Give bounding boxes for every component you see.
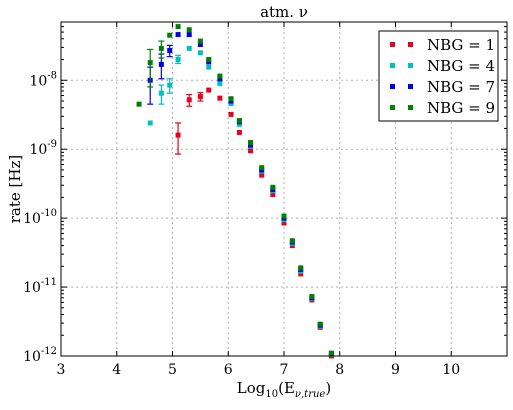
- x-tick-label: 3: [57, 362, 66, 378]
- data-point: [186, 97, 192, 103]
- data-point: [175, 57, 181, 63]
- legend-label: NBG = 1: [427, 36, 495, 54]
- legend-marker: [408, 63, 413, 68]
- data-point: [228, 96, 234, 102]
- data-point: [206, 57, 212, 63]
- data-point: [175, 32, 181, 38]
- data-point: [298, 265, 304, 271]
- series-2: [147, 45, 334, 358]
- x-tick-label: 4: [112, 362, 121, 378]
- data-point: [317, 321, 323, 327]
- legend-marker: [390, 105, 395, 110]
- data-point: [197, 50, 203, 56]
- data-point: [289, 238, 295, 244]
- legend-marker: [408, 84, 413, 89]
- y-tick-label: 10-10: [23, 208, 57, 227]
- data-point: [186, 32, 192, 38]
- data-point: [197, 38, 203, 44]
- x-tick-label: 6: [224, 362, 233, 378]
- legend-box: [378, 30, 499, 122]
- data-point: [328, 350, 334, 356]
- x-tick-label: 8: [335, 362, 344, 378]
- y-tick-label: 10-12: [23, 346, 57, 365]
- data-point: [167, 48, 173, 54]
- legend-label: NBG = 7: [427, 78, 495, 96]
- y-axis-label: rate [Hz]: [6, 155, 24, 223]
- y-tick-label: 10-8: [29, 70, 57, 89]
- data-point: [197, 42, 203, 48]
- series-1: [175, 87, 334, 359]
- tick-layer: 3 4 5 6 7 8 9 10 10-8 10-9 10-10 10-11 10-12: [23, 22, 507, 378]
- data-layer: [136, 24, 334, 359]
- data-point: [217, 95, 223, 101]
- data-point: [158, 45, 164, 51]
- legend-marker: [408, 105, 413, 110]
- series-4: [136, 24, 334, 356]
- data-point: [270, 192, 276, 198]
- y-tick-label: 10-9: [29, 139, 57, 158]
- data-point: [167, 32, 173, 38]
- legend-label: NBG = 9: [427, 99, 495, 117]
- data-point: [147, 60, 153, 66]
- legend-marker: [390, 42, 395, 47]
- data-point: [158, 90, 164, 96]
- legend: NBG = 1 NBG = 4 NBG = 7 NBG = 9: [378, 30, 499, 122]
- data-point: [236, 118, 242, 124]
- data-point: [186, 45, 192, 51]
- x-axis-label: Log10(Eν,true): [237, 379, 331, 400]
- legend-marker: [408, 42, 413, 47]
- x-tick-label: 10: [442, 362, 460, 378]
- data-point: [228, 111, 234, 117]
- data-point: [217, 80, 223, 86]
- data-point: [217, 76, 223, 82]
- data-point: [206, 87, 212, 93]
- data-point: [158, 61, 164, 67]
- data-point: [217, 73, 223, 79]
- data-point: [248, 140, 254, 146]
- data-point: [186, 27, 192, 33]
- data-point: [248, 148, 254, 154]
- series-3: [147, 32, 334, 357]
- legend-marker: [390, 63, 395, 68]
- data-point: [236, 129, 242, 135]
- chart-title: atm. ν: [260, 3, 308, 21]
- data-point: [281, 220, 287, 226]
- legend-label: NBG = 4: [427, 57, 495, 75]
- data-point: [309, 293, 315, 299]
- data-point: [136, 101, 142, 107]
- data-point: [197, 94, 203, 100]
- data-point: [259, 172, 265, 178]
- legend-marker: [390, 84, 395, 89]
- data-point: [298, 271, 304, 277]
- x-tick-label: 9: [391, 362, 400, 378]
- data-point: [281, 213, 287, 219]
- data-point: [147, 120, 153, 126]
- data-point: [175, 132, 181, 138]
- x-tick-label: 7: [280, 362, 289, 378]
- data-point: [259, 165, 265, 171]
- data-point: [270, 184, 276, 190]
- x-tick-label: 5: [168, 362, 177, 378]
- data-point: [167, 82, 173, 88]
- data-point: [175, 24, 181, 30]
- y-tick-label: 10-11: [23, 277, 57, 296]
- data-point: [206, 64, 212, 70]
